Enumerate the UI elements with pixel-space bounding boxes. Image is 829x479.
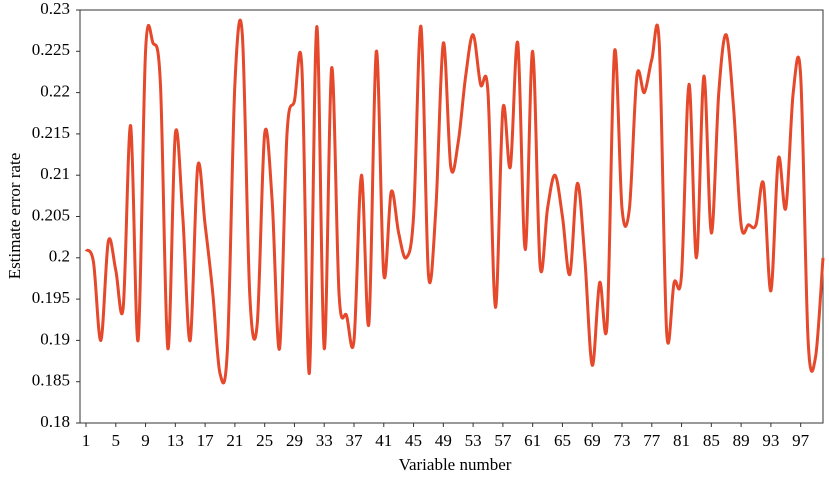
x-tick-label: 41 bbox=[375, 431, 392, 450]
x-tick-label: 65 bbox=[554, 431, 571, 450]
y-tick-label: 0.215 bbox=[32, 123, 70, 142]
x-tick-label: 61 bbox=[524, 431, 541, 450]
x-tick-label: 13 bbox=[167, 431, 184, 450]
x-tick-label: 29 bbox=[286, 431, 303, 450]
y-tick-label: 0.19 bbox=[40, 329, 70, 348]
data-line bbox=[84, 18, 825, 385]
x-tick-label: 89 bbox=[733, 431, 750, 450]
y-tick-label: 0.195 bbox=[32, 288, 70, 307]
y-tick-label: 0.22 bbox=[40, 82, 70, 101]
x-tick-label: 49 bbox=[435, 431, 452, 450]
x-tick-label: 73 bbox=[614, 431, 631, 450]
x-tick-label: 21 bbox=[226, 431, 243, 450]
y-tick-label: 0.23 bbox=[40, 0, 70, 18]
x-tick-label: 9 bbox=[141, 431, 150, 450]
x-axis-label: Variable number bbox=[399, 455, 512, 474]
x-tick-label: 53 bbox=[465, 431, 482, 450]
y-tick-label: 0.205 bbox=[32, 205, 70, 224]
y-tick-label: 0.2 bbox=[49, 247, 70, 266]
x-tick-label: 1 bbox=[82, 431, 91, 450]
y-axis-label: Estimate error rate bbox=[5, 153, 24, 280]
y-tick-label: 0.185 bbox=[32, 371, 70, 390]
x-tick-label: 69 bbox=[584, 431, 601, 450]
x-tick-label: 25 bbox=[256, 431, 273, 450]
x-tick-label: 81 bbox=[673, 431, 690, 450]
x-tick-label: 45 bbox=[405, 431, 422, 450]
x-tick-label: 5 bbox=[112, 431, 121, 450]
x-tick-label: 85 bbox=[703, 431, 720, 450]
x-tick-label: 77 bbox=[643, 431, 661, 450]
x-tick-label: 57 bbox=[494, 431, 512, 450]
x-tick-label: 97 bbox=[792, 431, 810, 450]
y-tick-label: 0.21 bbox=[40, 164, 70, 183]
y-tick-label: 0.18 bbox=[40, 412, 70, 431]
x-tick-label: 37 bbox=[346, 431, 364, 450]
x-tick-label: 33 bbox=[316, 431, 333, 450]
plot-frame bbox=[79, 9, 824, 424]
x-tick-label: 93 bbox=[762, 431, 779, 450]
y-tick-label: 0.225 bbox=[32, 40, 70, 59]
x-tick-label: 17 bbox=[197, 431, 215, 450]
